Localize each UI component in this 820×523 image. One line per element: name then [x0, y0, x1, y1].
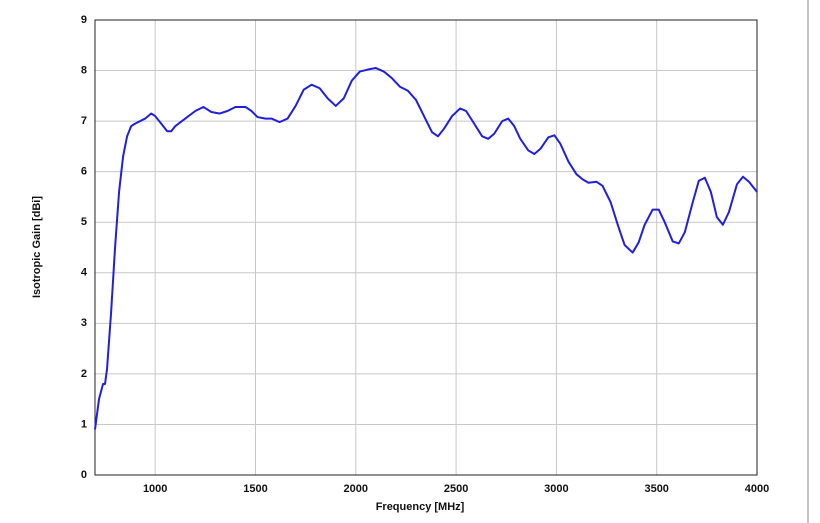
- x-tick-label: 3500: [644, 483, 668, 495]
- y-tick-label: 4: [81, 267, 88, 279]
- y-tick-label: 1: [81, 418, 87, 430]
- x-tick-label: 2000: [344, 483, 368, 495]
- x-tick-label: 4000: [745, 483, 769, 495]
- x-axis-label: Frequency [MHz]: [376, 501, 465, 513]
- plot-frame: [94, 19, 758, 476]
- y-tick-label: 7: [81, 115, 87, 127]
- y-tick-label: 0: [81, 469, 87, 481]
- y-tick-label: 9: [81, 14, 87, 26]
- data-line: [94, 67, 758, 430]
- x-tick-label: 1500: [243, 483, 267, 495]
- y-tick-label: 8: [81, 64, 87, 76]
- x-tick-label: 1000: [143, 483, 167, 495]
- y-tick-label: 6: [81, 166, 87, 178]
- y-tick-label: 2: [81, 368, 87, 380]
- y-axis-label: Isotropic Gain [dBi]: [31, 196, 43, 298]
- x-tick-label: 3000: [544, 483, 568, 495]
- plot-area: [95, 20, 757, 475]
- x-tick-label: 2500: [444, 483, 468, 495]
- y-tick-label: 3: [81, 317, 87, 329]
- y-tick-label: 5: [81, 216, 87, 228]
